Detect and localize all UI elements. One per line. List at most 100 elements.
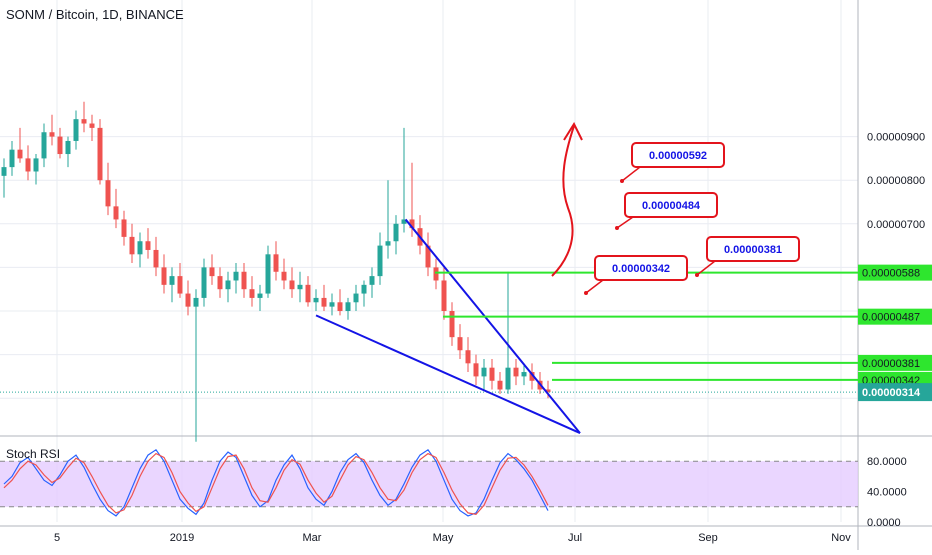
rsi-k-line xyxy=(3,448,549,517)
price-tick-label: 0.00000800 xyxy=(867,175,925,187)
candle-body xyxy=(153,249,159,268)
callout-pointer xyxy=(696,260,716,276)
candle-body xyxy=(225,280,231,290)
candle-body xyxy=(529,372,535,381)
callout-label: 0.00000592 xyxy=(649,150,707,162)
candle-body xyxy=(185,293,191,307)
candle-body xyxy=(545,389,551,393)
candle-body xyxy=(449,311,455,338)
candle-body xyxy=(425,245,431,268)
candle-body xyxy=(457,337,463,351)
level-tag xyxy=(858,308,932,325)
candle-body xyxy=(201,267,207,298)
callout-box xyxy=(624,192,718,218)
candle-body xyxy=(505,367,511,390)
callout-label: 0.00000484 xyxy=(642,200,701,212)
candle-body xyxy=(361,284,367,294)
current-price-tag xyxy=(858,383,932,402)
candle-body xyxy=(249,289,255,298)
level-tag-label: 0.00000381 xyxy=(862,358,920,370)
candle-body xyxy=(345,302,351,311)
candle-body xyxy=(489,367,495,381)
rsi-band xyxy=(0,461,858,507)
candle-body xyxy=(137,241,143,255)
price-tick-label: 0.00000900 xyxy=(867,132,925,144)
candle-body xyxy=(393,223,399,242)
wedge-upper-line xyxy=(404,218,581,434)
candle-body xyxy=(305,284,311,303)
rsi-d-line xyxy=(3,452,549,516)
candle-body xyxy=(17,149,23,159)
callout-anchor xyxy=(620,179,624,183)
candle-body xyxy=(241,271,247,290)
candle-body xyxy=(177,276,183,294)
time-tick-label: Nov xyxy=(831,532,851,544)
callout-pointer xyxy=(585,279,604,294)
time-tick-label: May xyxy=(433,532,454,544)
projection-arrowhead xyxy=(563,121,583,141)
candle-body xyxy=(233,271,239,281)
candle-body xyxy=(49,132,55,137)
candle-body xyxy=(369,276,375,285)
candle-body xyxy=(273,254,279,272)
callout-anchor xyxy=(615,226,619,230)
candle-body xyxy=(289,280,295,290)
callout-pointer xyxy=(616,216,634,229)
candle-body xyxy=(129,236,135,255)
candle-body xyxy=(473,363,479,377)
candle-body xyxy=(297,284,303,290)
candle-body xyxy=(57,136,63,155)
candle-body xyxy=(481,367,487,377)
candle-body xyxy=(353,293,359,303)
time-tick-label: Sep xyxy=(698,532,718,544)
time-tick-label: Jul xyxy=(568,532,582,544)
candle-body xyxy=(281,271,287,281)
candle-body xyxy=(513,367,519,377)
candle-body xyxy=(321,297,327,307)
candle-body xyxy=(161,267,167,285)
candle-body xyxy=(97,127,103,181)
chart-title: SONM / Bitcoin, 1D, BINANCE xyxy=(6,7,184,22)
candle-body xyxy=(169,276,175,285)
rsi-tick-label: 40.0000 xyxy=(867,487,907,499)
rsi-tick-label: 80.0000 xyxy=(867,456,907,468)
candle-body xyxy=(313,297,319,303)
candle-body xyxy=(465,350,471,364)
rsi-tick-label: 0.0000 xyxy=(867,517,901,529)
time-tick-label: Mar xyxy=(303,532,322,544)
candle-body xyxy=(41,132,47,159)
candle-body xyxy=(409,219,415,229)
callout-box xyxy=(706,236,800,262)
candle-body xyxy=(9,149,15,168)
callout-box xyxy=(594,255,688,281)
rsi-title: Stoch RSI xyxy=(6,447,60,461)
candle-body xyxy=(433,267,439,281)
wedge-lower-line xyxy=(315,314,581,434)
candle-body xyxy=(385,241,391,246)
candle-body xyxy=(209,267,215,277)
candle-body xyxy=(145,241,151,250)
candle-body xyxy=(193,297,199,307)
level-tag xyxy=(858,354,932,371)
callout-label: 0.00000342 xyxy=(612,263,670,275)
time-tick-label: 5 xyxy=(54,532,60,544)
candle-body xyxy=(89,123,95,128)
current-price-label: 0.00000314 xyxy=(862,387,921,399)
candle-body xyxy=(329,302,335,307)
level-tag xyxy=(858,264,932,281)
candle-body xyxy=(65,140,71,155)
candle-body xyxy=(1,167,7,176)
candle-body xyxy=(33,158,39,172)
callout-anchor xyxy=(695,273,699,277)
candle-body xyxy=(113,206,119,220)
callout-box xyxy=(631,142,725,168)
candle-body xyxy=(25,158,31,172)
callout-label: 0.00000381 xyxy=(724,244,782,256)
candle-body xyxy=(121,219,127,237)
callout-pointer xyxy=(621,166,641,182)
candle-body xyxy=(401,219,407,224)
candle-body xyxy=(441,280,447,311)
level-tag-label: 0.00000588 xyxy=(862,268,920,280)
